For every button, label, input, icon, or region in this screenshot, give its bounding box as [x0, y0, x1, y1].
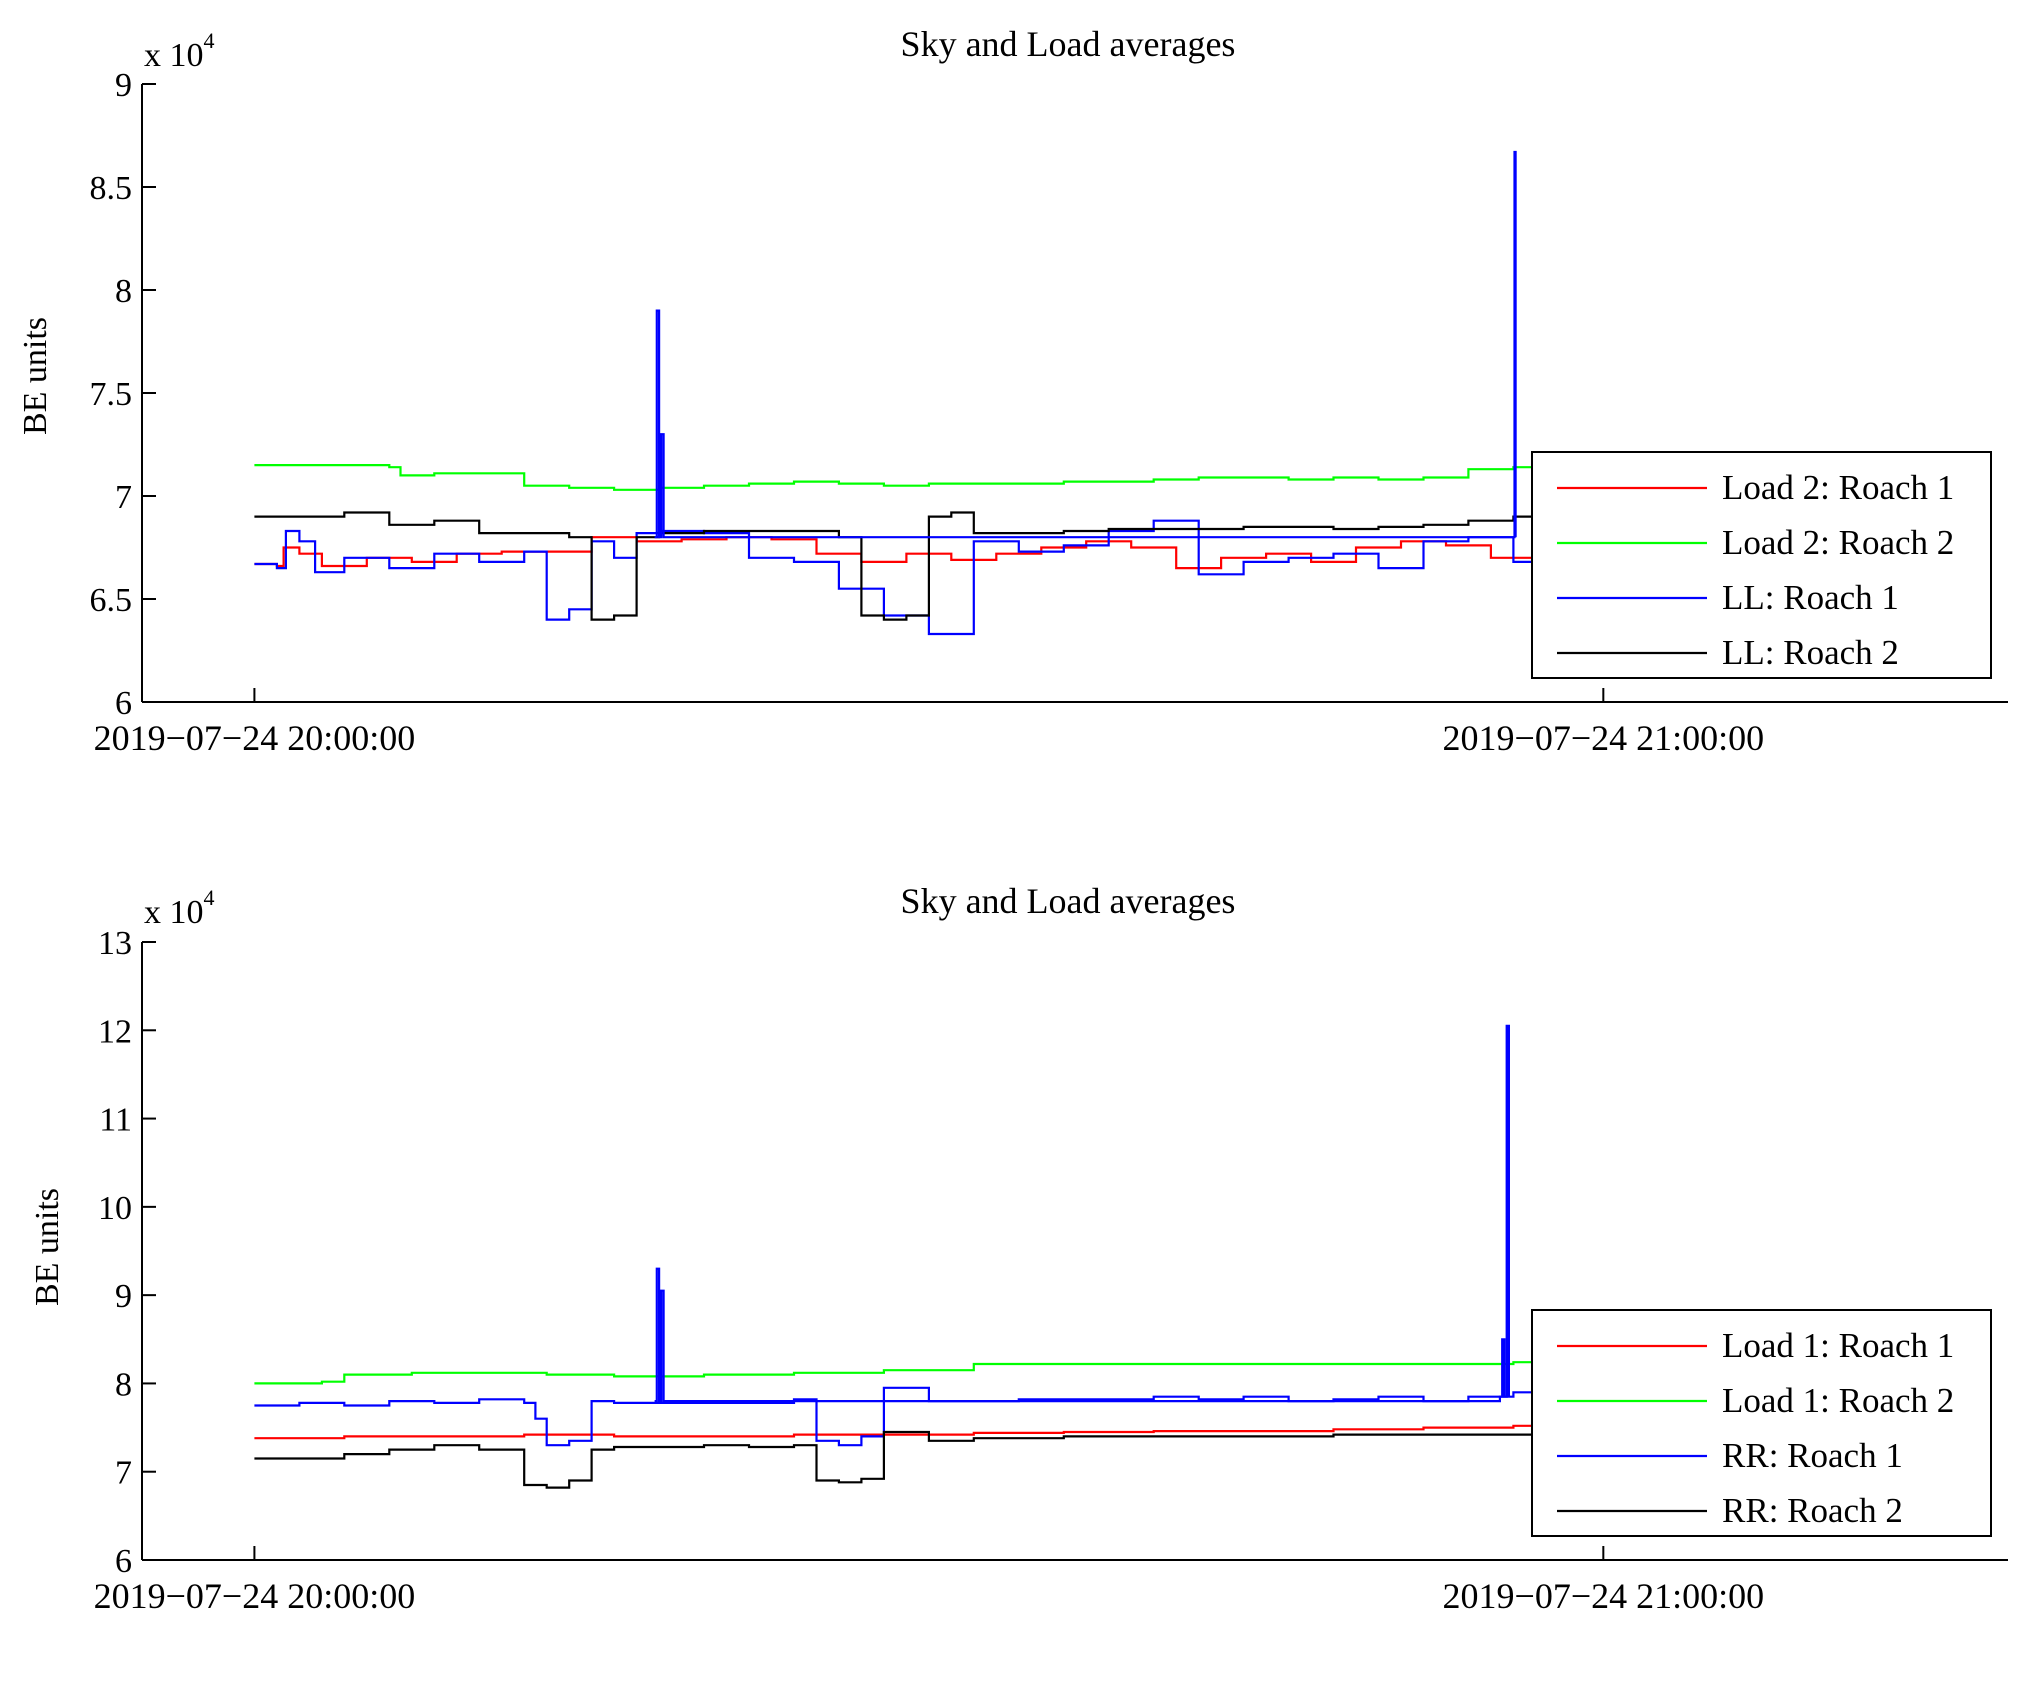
y-tick-label: 9: [115, 1278, 132, 1315]
y-tick-label: 8.5: [90, 170, 133, 207]
y-axis-label: BE units: [17, 317, 54, 435]
axis-layer: 6 6.5 7 7.5 8 8.5 9 2019−07−24 20:00:00 2019−07−…: [90, 67, 2008, 758]
plot-area: 6 7 8 9 10 11 12 13 2019−07−24 20:00:00 2019−07−2…: [94, 925, 2008, 1616]
plot-area: 6 6.5 7 7.5 8 8.5 9 2019−07−24 20:00:00 2019−07−…: [90, 67, 2008, 758]
series-line-rr-roach-2: [254, 1430, 1941, 1489]
y-multiplier-label: x 104: [144, 28, 215, 74]
y-tick-label: 10: [98, 1190, 132, 1227]
x-tick-label: 2019−07−24 20:00:00: [94, 1576, 416, 1616]
y-axis-label: BE units: [29, 1188, 66, 1306]
y-tick-label: 12: [98, 1013, 132, 1050]
chart-title: Sky and Load averages: [901, 881, 1236, 921]
x-tick-label: 2019−07−24 21:00:00: [1443, 718, 1765, 758]
legend-box: [1531, 451, 1992, 679]
legend-label: LL: Roach 1: [1722, 578, 1899, 617]
y-tick-label: 6: [115, 685, 132, 722]
legend-label: Load 1: Roach 1: [1722, 1326, 1954, 1365]
series-spike-line: [654, 150, 1517, 539]
y-tick-label: 7.5: [90, 376, 133, 413]
y-tick-label: 8: [115, 1366, 132, 1403]
y-tick-label: 6: [115, 1543, 132, 1580]
chart-top: Sky and Load averages x 104 BE units 6 6.…: [17, 24, 2008, 758]
legend-label: Load 2: Roach 2: [1722, 523, 1954, 562]
y-tick-label: 7: [115, 479, 132, 516]
legend-label: LL: Roach 2: [1722, 633, 1899, 672]
y-tick-label: 11: [99, 1102, 132, 1139]
legend: Load 1: Roach 1 Load 1: Roach 2 RR: Roach …: [1531, 1309, 1992, 1537]
legend-label: RR: Roach 1: [1722, 1436, 1903, 1475]
legend-label: Load 2: Roach 1: [1722, 468, 1954, 507]
series-spike-line: [654, 1024, 1510, 1403]
legend: Load 2: Roach 1 Load 2: Roach 2 LL: Roach …: [1531, 451, 1992, 679]
axis-layer: 6 7 8 9 10 11 12 13 2019−07−24 20:00:00 2019−07−2…: [94, 925, 2008, 1616]
y-tick-label: 6.5: [90, 582, 133, 619]
chart-title: Sky and Load averages: [901, 24, 1236, 64]
x-tick-label: 2019−07−24 21:00:00: [1443, 1576, 1765, 1616]
y-tick-label: 7: [115, 1455, 132, 1492]
legend-box: [1531, 1309, 1992, 1537]
y-tick-label: 9: [115, 67, 132, 104]
chart-bottom: Sky and Load averages x 104 BE units 6 7 8…: [29, 881, 2008, 1616]
legend-label: RR: Roach 2: [1722, 1491, 1903, 1530]
y-multiplier-label: x 104: [144, 885, 215, 931]
y-tick-label: 8: [115, 273, 132, 310]
y-tick-label: 13: [98, 925, 132, 962]
x-tick-label: 2019−07−24 20:00:00: [94, 718, 416, 758]
legend-label: Load 1: Roach 2: [1722, 1381, 1954, 1420]
